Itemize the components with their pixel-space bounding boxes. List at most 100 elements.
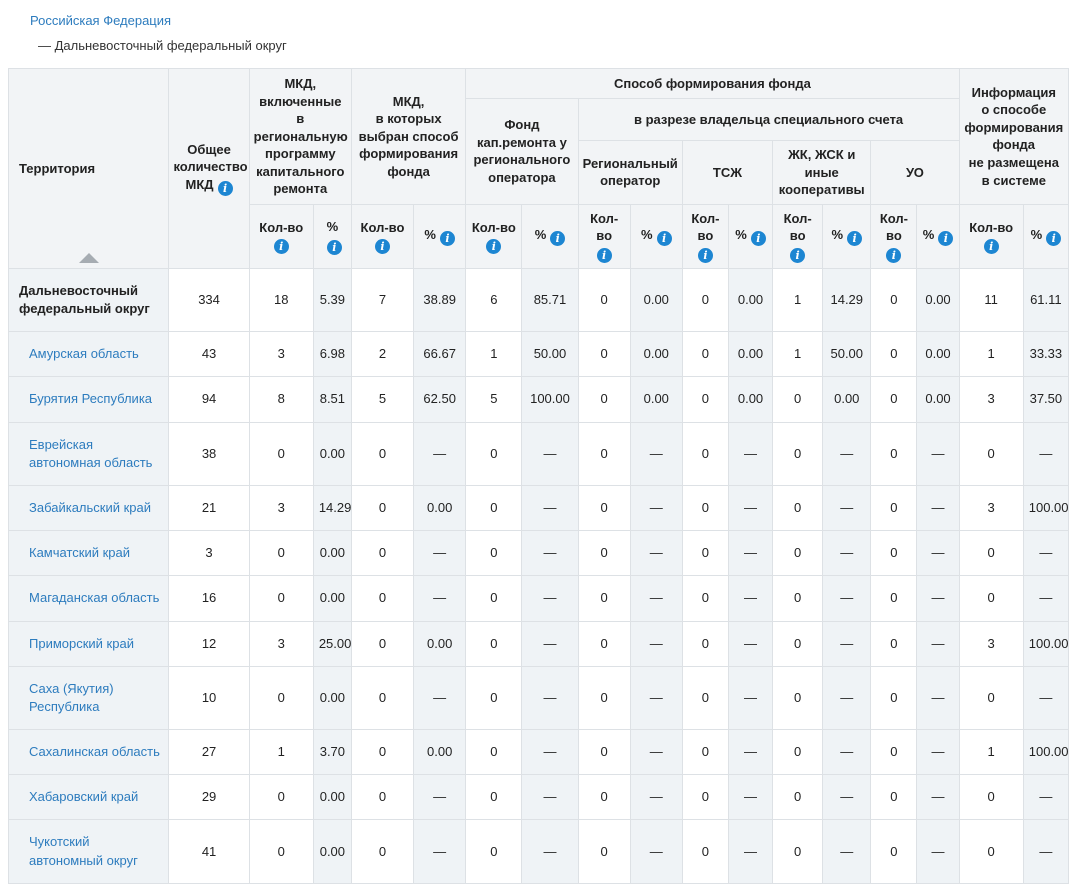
value-cell: 29 (168, 774, 250, 821)
value-cell: 0 (248, 774, 314, 821)
value-cell: — (521, 421, 579, 486)
info-icon[interactable]: i (697, 247, 713, 263)
value-cell: 1 (772, 267, 824, 333)
value-cell: 0 (681, 530, 729, 577)
value-cell: — (822, 774, 872, 821)
table-row: Чукотский автономный округ 41 0 0.00 0—0—0—0… (7, 819, 1070, 884)
value-cell: — (521, 819, 579, 884)
territory-link[interactable]: Камчатский край (29, 545, 130, 561)
info-icon[interactable]: i (375, 239, 390, 255)
value-cell: 8 (248, 376, 314, 423)
value-cell: 0 (958, 530, 1024, 577)
value-cell: 3 (168, 530, 250, 577)
value-cell: 0 (577, 530, 631, 577)
value-cell: — (1022, 665, 1070, 731)
territory-link[interactable]: Саха (Якутия) Республика (29, 680, 114, 714)
info-icon[interactable]: i (750, 231, 766, 247)
value-cell: 0 (870, 729, 918, 776)
value-cell: 0 (681, 665, 729, 731)
value-cell: — (916, 729, 960, 776)
value-cell: 50.00 (822, 331, 872, 378)
value-cell: — (413, 819, 467, 884)
territory-link[interactable]: Приморский край (29, 635, 134, 651)
info-icon[interactable]: i (550, 231, 566, 247)
info-icon[interactable]: i (1046, 231, 1062, 247)
info-icon[interactable]: i (596, 247, 612, 263)
qty-header: Кол-во i (681, 203, 729, 269)
value-cell: — (916, 484, 960, 532)
sort-asc-icon[interactable] (78, 252, 99, 263)
value-cell: 0 (248, 819, 314, 884)
value-cell: — (521, 774, 579, 821)
value-cell: 0 (577, 267, 631, 333)
value-cell: 1 (958, 729, 1024, 776)
value-cell: — (727, 421, 774, 486)
value-cell: 27 (168, 729, 250, 776)
value-cell: 0 (577, 575, 631, 622)
info-icon[interactable]: i (486, 239, 502, 255)
info-icon[interactable]: i (790, 247, 806, 263)
value-cell: 0 (577, 484, 631, 532)
value-cell: 5 (350, 376, 415, 423)
value-cell: — (916, 774, 960, 821)
value-cell: — (822, 819, 872, 884)
territory-link[interactable]: Чукотский автономный округ (29, 834, 138, 868)
value-cell: — (629, 819, 683, 884)
territory-link[interactable]: Хабаровский край (29, 789, 139, 805)
info-icon[interactable]: i (847, 231, 863, 247)
value-cell: 12 (168, 620, 250, 667)
territory-link[interactable]: Амурская область (29, 346, 139, 362)
breadcrumb-root-link[interactable]: Российская Федерация (30, 13, 172, 28)
value-cell: 6.98 (312, 331, 352, 378)
qty-header: Кол-во i (772, 203, 824, 269)
territory-cell: Саха (Якутия) Республика (7, 665, 170, 731)
value-cell: 0 (681, 620, 729, 667)
regional-operator-header: Региональный оператор (577, 140, 683, 205)
value-cell: 0 (681, 331, 729, 378)
table-row: Приморский край 12 3 25.00 0 0.00 0—0—0—0—0—3 1… (7, 620, 1070, 667)
value-cell: 0 (577, 331, 631, 378)
info-icon[interactable]: i (326, 240, 342, 256)
breadcrumb-current: — Дальневосточный федеральный округ (38, 37, 287, 53)
value-cell: — (916, 530, 960, 577)
territory-link[interactable]: Забайкальский край (29, 499, 152, 515)
territory-link[interactable]: Магаданская область (29, 590, 160, 606)
value-cell: 0 (870, 421, 918, 486)
territory-link[interactable]: Еврейская автономная область (29, 436, 153, 470)
value-cell: — (727, 819, 774, 884)
value-cell: 0 (465, 620, 523, 667)
value-cell: 100.00 (1022, 484, 1070, 532)
value-cell: — (629, 484, 683, 532)
value-cell: 0.00 (413, 729, 467, 776)
info-icon[interactable]: i (439, 231, 455, 247)
territory-header[interactable]: Территория (7, 68, 170, 269)
territory-cell: Забайкальский край (7, 484, 170, 532)
value-cell: — (629, 620, 683, 667)
info-icon[interactable]: i (938, 231, 954, 247)
value-cell: 0 (772, 620, 824, 667)
territory-cell: Приморский край (7, 620, 170, 667)
value-cell: 0 (350, 620, 415, 667)
value-cell: 0.00 (727, 376, 774, 423)
regions-table: Территория Общее количество МКД i МКД, вк… (7, 68, 1070, 884)
value-cell: — (822, 575, 872, 622)
pct-header: %i (822, 203, 872, 269)
qty-header: Кол-во i (870, 203, 918, 269)
info-icon[interactable]: i (983, 239, 999, 255)
info-icon[interactable]: i (886, 247, 902, 263)
territory-link[interactable]: Сахалинская область (29, 744, 160, 760)
value-cell: 0 (870, 819, 918, 884)
value-cell: 0 (577, 421, 631, 486)
info-icon[interactable]: i (217, 181, 233, 196)
territory-link[interactable]: Бурятия Республика (29, 391, 153, 407)
value-cell: 0.00 (629, 267, 683, 333)
method-group-header: Способ формирования фонда (465, 68, 960, 100)
info-icon[interactable]: i (656, 231, 672, 247)
value-cell: 43 (168, 331, 250, 378)
info-icon[interactable]: i (273, 239, 289, 255)
info-not-placed-header: Информация о способе формирования фонда … (958, 68, 1070, 205)
value-cell: 0 (870, 575, 918, 622)
value-cell: 0 (465, 575, 523, 622)
table-row: Хабаровский край 29 0 0.00 0—0—0—0—0—0—0— (7, 774, 1070, 821)
